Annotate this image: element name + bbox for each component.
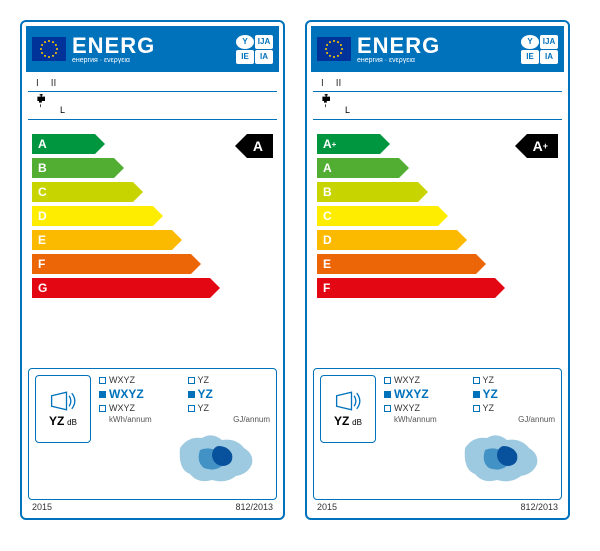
europe-map-icon: [455, 428, 555, 493]
europe-map-icon: [170, 428, 270, 493]
consumption-value: YZ: [473, 375, 556, 385]
footer-regulation: 812/2013: [520, 502, 558, 512]
consumption-value: WXYZ: [99, 403, 182, 413]
load-profile: L: [60, 105, 65, 115]
unit-gj: GJ/annum: [233, 415, 270, 424]
load-profile: L: [345, 105, 350, 115]
consumption-value-highlight: WXYZ: [99, 387, 182, 401]
supplier-field: I: [321, 78, 324, 89]
unit-gj: GJ/annum: [518, 415, 555, 424]
unit-kwh: kWh/annum: [109, 415, 152, 424]
eu-flag-icon: [317, 37, 351, 61]
consumption-value-highlight: WXYZ: [384, 387, 467, 401]
efficiency-bar: F: [32, 254, 273, 274]
efficiency-bar: B: [317, 182, 558, 202]
tap-icon: [36, 94, 56, 115]
energy-label-right: ENERG енергия · ενεργεια YIJAIEIA I II L…: [305, 20, 570, 520]
product-rating-arrow: A: [247, 134, 273, 158]
info-panel: YZ dB WXYZ YZ WXYZ YZ WXYZ YZ kWh/annum G…: [313, 368, 562, 500]
lang-suffix-box: YIJAIEIA: [521, 35, 558, 64]
consumption-value: WXYZ: [99, 375, 182, 385]
model-field: II: [336, 78, 342, 89]
supplier-model-row: I II: [28, 72, 277, 92]
label-header: ENERG енергия · ενεργεια YIJAIEIA: [311, 26, 564, 72]
efficiency-bar: G: [32, 278, 273, 298]
consumption-value: YZ: [473, 403, 556, 413]
lang-suffix-box: YIJAIEIA: [236, 35, 273, 64]
efficiency-bar: E: [317, 254, 558, 274]
consumption-value: WXYZ: [384, 375, 467, 385]
tap-icon: [321, 94, 341, 115]
label-header: ENERG енергия · ενεργεια YIJAIEIA: [26, 26, 279, 72]
footer-year: 2015: [32, 502, 52, 512]
efficiency-bar: B: [32, 158, 273, 178]
consumption-value: YZ: [188, 403, 271, 413]
model-field: II: [51, 78, 57, 89]
efficiency-bar: D: [317, 230, 558, 250]
consumption-value: YZ: [188, 375, 271, 385]
sound-box: YZ dB: [35, 375, 91, 443]
efficiency-chart: A+ A B C D E F A+: [311, 120, 564, 368]
footer-year: 2015: [317, 502, 337, 512]
unit-kwh: kWh/annum: [394, 415, 437, 424]
efficiency-bar: C: [317, 206, 558, 226]
footer-regulation: 812/2013: [235, 502, 273, 512]
header-subtitle: енергия · ενεργεια: [357, 57, 515, 64]
product-rating-arrow: A+: [527, 134, 558, 158]
consumption-value-highlight: YZ: [473, 387, 556, 401]
supplier-model-row: I II: [313, 72, 562, 92]
header-title: ENERG: [72, 35, 230, 57]
header-title: ENERG: [357, 35, 515, 57]
consumption-value: WXYZ: [384, 403, 467, 413]
efficiency-bar: A: [317, 158, 558, 178]
efficiency-chart: A B C D E F G A: [26, 120, 279, 368]
energy-label-left: ENERG енергия · ενεργεια YIJAIEIA I II L…: [20, 20, 285, 520]
eu-flag-icon: [32, 37, 66, 61]
header-subtitle: енергия · ενεργεια: [72, 57, 230, 64]
info-panel: YZ dB WXYZ YZ WXYZ YZ WXYZ YZ kWh/annum G…: [28, 368, 277, 500]
supplier-field: I: [36, 78, 39, 89]
consumption-value-highlight: YZ: [188, 387, 271, 401]
efficiency-bar: F: [317, 278, 558, 298]
efficiency-bar: C: [32, 182, 273, 202]
efficiency-bar: E: [32, 230, 273, 250]
efficiency-bar: D: [32, 206, 273, 226]
sound-box: YZ dB: [320, 375, 376, 443]
